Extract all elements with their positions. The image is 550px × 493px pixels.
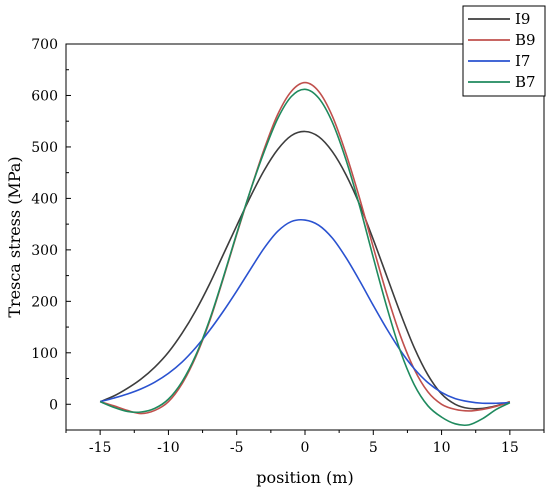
x-tick-label: 10 [433,440,451,456]
x-tick-label: 0 [301,440,310,456]
y-tick-label: 500 [31,140,58,156]
series-lines [99,81,511,427]
y-tick-label: 200 [31,294,58,310]
y-tick-label: 600 [31,88,58,104]
x-tick-label: -5 [230,440,244,456]
legend-label: B7 [515,73,536,91]
legend-label: I7 [515,52,530,70]
series-line-b9 [99,81,511,415]
x-axis: -15 -10 -5 0 5 10 15 [65,430,545,456]
series-line-i7 [99,218,510,405]
series-line-b7 [99,88,511,427]
legend-box [462,5,546,97]
plot-frame [65,43,545,431]
series-line-i9 [99,130,511,410]
y-axis: 0 100 200 300 400 500 600 700 [31,37,71,413]
legend-label: B9 [515,31,536,49]
x-tick-label: 5 [369,440,378,456]
y-tick-label: 300 [31,243,58,259]
y-tick-label: 100 [31,346,58,362]
x-tick-label: -10 [157,440,180,456]
legend-label: I9 [515,10,530,28]
y-axis-title: Tresca stress (MPa) [5,156,24,317]
y-tick-label: 700 [31,37,58,53]
x-tick-label: -15 [89,440,112,456]
legend: I9 B9 I7 B7 [462,5,546,97]
x-tick-label: 15 [501,440,519,456]
y-tick-label: 0 [49,397,58,413]
x-axis-title: position (m) [256,468,353,487]
y-tick-label: 400 [31,191,58,207]
